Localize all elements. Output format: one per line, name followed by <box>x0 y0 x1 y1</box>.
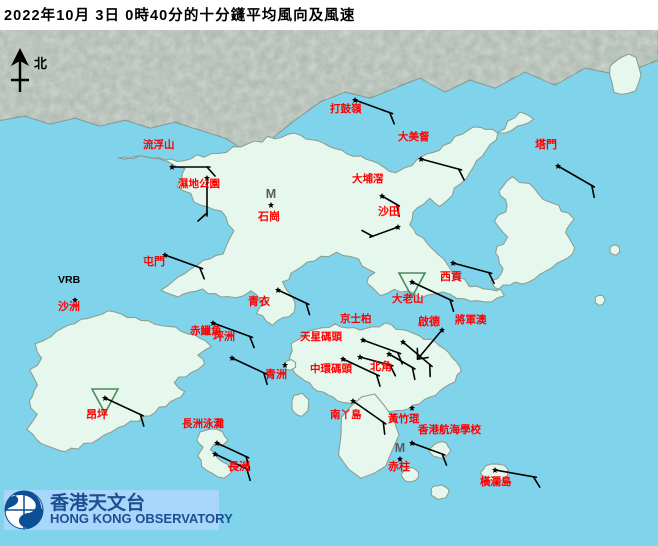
svg-text:流浮山: 流浮山 <box>143 138 175 151</box>
svg-text:沙田: 沙田 <box>378 205 400 218</box>
svg-text:西貢: 西貢 <box>440 270 462 283</box>
svg-text:長洲: 長洲 <box>228 460 250 473</box>
svg-text:長洲泳灘: 長洲泳灘 <box>182 417 224 430</box>
svg-text:赤柱: 赤柱 <box>388 459 410 473</box>
svg-text:橫瀾島: 橫瀾島 <box>480 475 512 488</box>
svg-text:M: M <box>266 187 276 201</box>
svg-text:濕地公園: 濕地公園 <box>178 177 220 190</box>
svg-text:黃竹琨: 黃竹琨 <box>387 412 420 425</box>
svg-text:昂坪: 昂坪 <box>86 408 108 421</box>
svg-text:南丫島: 南丫島 <box>330 408 362 421</box>
svg-text:天星碼頭: 天星碼頭 <box>300 331 342 343</box>
svg-text:坪洲: 坪洲 <box>213 330 235 343</box>
svg-text:打鼓嶺: 打鼓嶺 <box>330 102 362 115</box>
svg-text:北: 北 <box>34 56 47 71</box>
svg-text:香港航海學校: 香港航海學校 <box>417 423 481 436</box>
svg-text:大老山: 大老山 <box>392 292 424 305</box>
svg-text:北角: 北角 <box>370 359 392 373</box>
svg-text:HONG KONG OBSERVATORY: HONG KONG OBSERVATORY <box>50 511 233 526</box>
svg-text:青洲: 青洲 <box>265 367 287 381</box>
svg-text:石崗: 石崗 <box>257 209 280 223</box>
svg-text:VRB: VRB <box>58 274 81 286</box>
svg-text:京士柏: 京士柏 <box>340 312 372 325</box>
svg-text:大美督: 大美督 <box>398 130 430 143</box>
svg-text:沙洲: 沙洲 <box>58 300 80 313</box>
svg-text:屯門: 屯門 <box>143 254 165 268</box>
svg-text:青衣: 青衣 <box>248 294 271 308</box>
svg-text:M: M <box>395 441 405 455</box>
svg-text:中環碼頭: 中環碼頭 <box>310 362 352 375</box>
svg-text:將軍澳: 將軍澳 <box>455 313 487 326</box>
svg-text:塔門: 塔門 <box>535 137 557 151</box>
svg-text:啟德: 啟德 <box>418 314 440 328</box>
svg-text:大埔滘: 大埔滘 <box>352 172 384 185</box>
